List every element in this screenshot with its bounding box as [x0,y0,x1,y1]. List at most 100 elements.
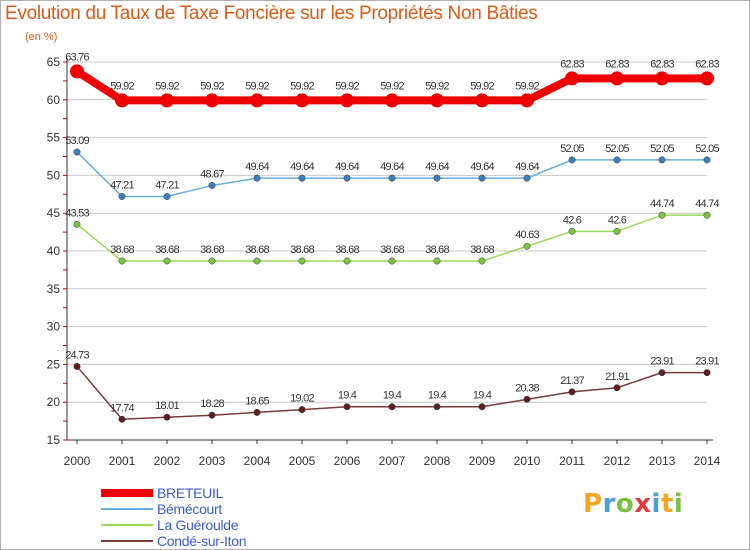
data-label: 23.91 [695,356,719,368]
data-label: 59.92 [335,80,359,92]
data-point [160,93,174,108]
data-point [478,174,486,182]
data-point [613,227,621,235]
logo-letter: P [583,489,603,519]
data-label: 38.68 [290,244,314,256]
data-label: 40.63 [515,229,539,241]
data-label: 59.92 [290,80,314,92]
x-tick-label: 2006 [334,454,361,468]
x-tick-label: 2009 [469,454,496,468]
x-tick-label: 2008 [424,454,451,468]
x-tick-label: 2013 [649,454,676,468]
x-tick-label: 2014 [694,454,721,468]
logo-letter: x [634,489,652,519]
proxiti-logo: Proxiti [583,489,683,519]
data-label: 24.73 [65,349,89,361]
data-point [208,182,216,189]
data-point [658,156,666,164]
data-label: 59.92 [155,80,179,92]
data-label: 38.68 [200,244,224,256]
data-point [433,174,441,182]
data-point [73,362,81,370]
y-tick-label: 45 [47,206,61,220]
data-label: 19.4 [383,390,402,402]
data-label: 38.68 [155,244,179,256]
legend-swatch-conde-sur-iton [101,540,153,542]
data-label: 48.67 [200,168,224,180]
logo-letter: t [660,489,674,519]
data-label: 21.37 [560,375,584,387]
legend-item-la-gueroulde[interactable]: La Guéroulde [101,517,246,533]
data-label: 59.92 [470,80,494,92]
legend-item-bemecourt[interactable]: Bémécourt [101,501,246,517]
data-point [388,403,396,411]
data-label: 49.64 [470,161,494,173]
data-point [388,257,396,265]
logo-letter: o [615,489,635,519]
data-point [478,257,486,265]
y-tick-label: 50 [47,168,61,182]
data-point [163,257,171,265]
data-point [613,156,621,164]
data-labels: 63.76 59.92 59.92 59.92 59.92 59.92 59.92 59.92… [65,51,720,414]
y-tick-label: 55 [47,131,61,145]
data-label: 62.83 [695,58,719,70]
data-point [115,93,129,108]
data-point [343,257,351,265]
data-label: 47.21 [155,179,179,191]
data-point [703,211,711,219]
data-point [250,93,264,108]
y-tick-label: 15 [47,433,61,447]
data-point [295,93,309,108]
data-point [475,93,489,108]
y-tick-label: 30 [47,320,61,334]
unit-label: (en %) [25,31,58,43]
data-label: 38.68 [470,244,494,256]
data-label: 19.4 [338,390,357,402]
x-tick-label: 2010 [514,454,541,468]
data-label: 19.4 [428,390,447,402]
legend-label-la-gueroulde: La Guéroulde [157,517,239,533]
data-point [610,71,624,86]
x-tick-label: 2001 [109,454,136,468]
data-label: 62.83 [605,58,629,70]
data-point [703,369,711,377]
data-label: 38.68 [380,244,404,256]
data-point [523,242,531,250]
data-label: 59.92 [515,80,539,92]
legend-item-conde-sur-iton[interactable]: Condé-sur-Iton [101,533,246,549]
data-point [163,193,171,200]
legend: BRETEUIL Bémécourt La Guéroulde Condé-su… [101,485,246,549]
data-point [343,403,351,411]
data-point [253,257,261,265]
data-point [208,411,216,419]
data-label: 38.68 [245,244,269,256]
legend-item-breteuil[interactable]: BRETEUIL [101,485,246,501]
data-label: 19.4 [473,390,492,402]
series-layer [70,64,714,423]
data-point [340,93,354,108]
legend-swatch-bemecourt [101,508,153,510]
x-tick-label: 2007 [379,454,406,468]
data-label: 38.68 [335,244,359,256]
data-point [523,174,531,182]
data-point [118,257,126,265]
data-point [523,395,531,403]
data-label: 52.05 [605,143,629,155]
legend-swatch-breteuil [101,489,153,497]
data-point [298,257,306,265]
data-label: 62.83 [560,58,584,70]
data-point [658,211,666,219]
y-tick-label: 40 [47,244,61,258]
data-point [298,406,306,414]
y-tick-label: 35 [47,282,61,296]
data-label: 62.83 [650,58,674,70]
y-tick-label: 60 [47,93,61,107]
data-label: 18.65 [245,395,269,407]
data-point [655,71,669,86]
data-point [520,93,534,108]
data-label: 49.64 [515,161,539,173]
legend-label-conde-sur-iton: Condé-sur-Iton [157,533,247,549]
data-label: 43.53 [65,207,89,219]
